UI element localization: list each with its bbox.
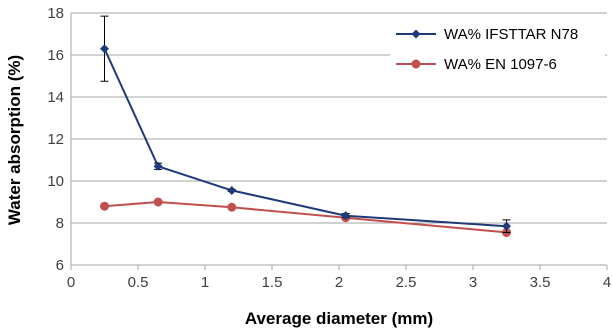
x-tick-label: 3.5 <box>530 274 551 291</box>
x-tick-label: 4 <box>603 274 611 291</box>
legend-label: WA% EN 1097-6 <box>444 56 557 73</box>
y-tick-label: 6 <box>56 257 64 274</box>
legend-swatch-marker <box>411 59 421 69</box>
x-tick-label: 0 <box>67 274 75 291</box>
y-tick-label: 8 <box>56 215 64 232</box>
data-point <box>227 202 237 212</box>
y-tick-labels: 6 8 10 12 14 16 18 <box>47 5 64 274</box>
y-tick-label: 16 <box>47 47 64 64</box>
series-layer <box>100 15 511 237</box>
x-tick-label: 1 <box>201 274 209 291</box>
data-point <box>341 211 351 221</box>
data-point <box>100 44 109 54</box>
x-tick-label: 3 <box>469 274 477 291</box>
axes <box>70 13 608 270</box>
gridlines <box>71 12 607 224</box>
legend-label: WA% IFSTTAR N78 <box>444 26 578 43</box>
x-tick-label: 2.5 <box>396 274 417 291</box>
data-point <box>100 201 109 211</box>
y-tick-label: 14 <box>47 89 64 106</box>
legend: WA% IFSTTAR N78 WA% EN 1097-6 <box>390 15 605 75</box>
x-tick-labels: 0 0.5 1 1.5 2 2.5 3 3.5 4 <box>67 274 611 291</box>
x-tick-label: 0.5 <box>128 274 149 291</box>
y-tick-label: 18 <box>47 5 64 22</box>
data-point <box>227 185 237 195</box>
y-tick-label: 10 <box>47 173 64 190</box>
x-axis-title: Average diameter (mm) <box>245 309 433 328</box>
x-tick-label: 2 <box>335 274 343 291</box>
y-tick-label: 12 <box>47 131 64 148</box>
data-point <box>153 197 163 207</box>
y-axis-title: Water absorption (%) <box>5 55 24 225</box>
data-point <box>502 221 511 231</box>
x-tick-label: 1.5 <box>262 274 283 291</box>
legend-swatch-marker <box>411 29 421 39</box>
data-point <box>153 161 163 171</box>
